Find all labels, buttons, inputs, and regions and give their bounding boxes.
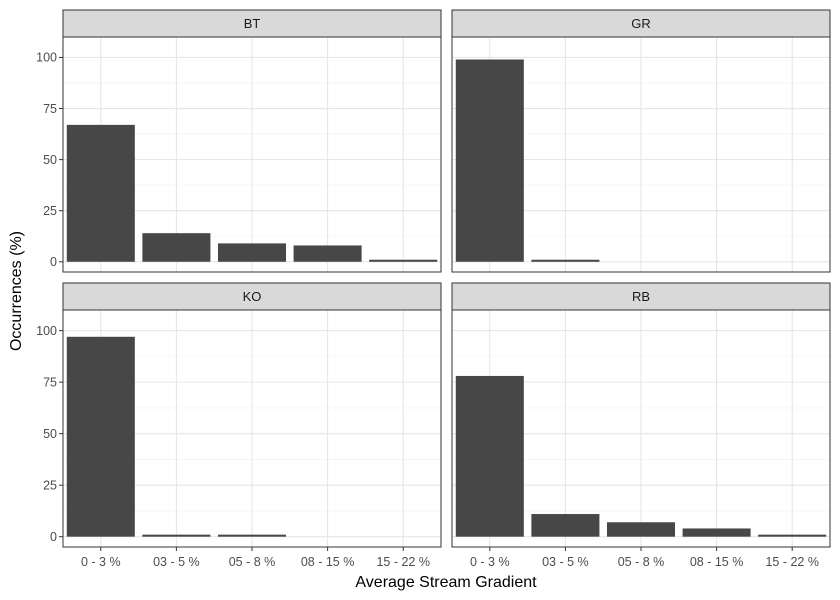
bar-rb-08-15	[682, 528, 751, 537]
strip-label-gr: GR	[631, 16, 651, 31]
panels-layer: BT GR KO RB	[62, 9, 831, 548]
bar-rb-15-22	[758, 534, 827, 537]
y-tick-label-bt-25: 25	[43, 204, 57, 218]
y-axis-title: Occurrences (%)	[8, 231, 25, 351]
x-tick-label-ko-0-3: 0 - 3 %	[81, 555, 121, 569]
strip-label-rb: RB	[632, 289, 650, 304]
bar-gr-0-3	[455, 59, 524, 262]
strip-label-ko: KO	[243, 289, 262, 304]
strip-gr	[451, 9, 831, 38]
bar-rb-05-8	[606, 522, 676, 537]
y-tick-label-ko-100: 100	[36, 324, 57, 338]
y-tick-label-ko-0: 0	[50, 530, 57, 544]
x-tick-label-rb-0-3: 0 - 3 %	[470, 555, 510, 569]
axes-layer: 0 25 50 75 100 0 25 50 75 100 0 - 3 % 03 - 5 % 05 - …	[36, 51, 819, 569]
x-tick-label-ko-15-22: 15 - 22 %	[376, 555, 430, 569]
x-tick-label-ko-08-15: 08 - 15 %	[301, 555, 355, 569]
strip-rb	[451, 282, 831, 311]
y-tick-label-bt-0: 0	[50, 255, 57, 269]
bar-rb-0-3	[455, 375, 524, 537]
panel-rb: RB	[451, 282, 831, 548]
y-tick-label-bt-75: 75	[43, 102, 57, 116]
bar-bt-08-15	[293, 245, 362, 262]
bar-bt-05-8	[217, 243, 287, 262]
y-tick-label-ko-50: 50	[43, 427, 57, 441]
panel-ko: KO	[62, 282, 442, 548]
x-tick-label-ko-05-8: 05 - 8 %	[229, 555, 276, 569]
bar-bt-03-5	[142, 233, 211, 262]
y-tick-label-ko-25: 25	[43, 478, 57, 492]
panel-border-gr	[451, 36, 831, 273]
bar-ko-05-8	[217, 534, 287, 537]
x-tick-label-rb-03-5: 03 - 5 %	[542, 555, 589, 569]
bar-ko-0-3	[66, 336, 135, 537]
bar-gr-03-5	[531, 259, 600, 262]
x-tick-label-rb-08-15: 08 - 15 %	[690, 555, 744, 569]
y-tick-label-bt-50: 50	[43, 153, 57, 167]
panel-bt: BT	[62, 9, 442, 273]
x-tick-label-ko-03-5: 03 - 5 %	[153, 555, 200, 569]
x-tick-label-rb-05-8: 05 - 8 %	[618, 555, 665, 569]
strip-bt	[62, 9, 442, 38]
y-tick-label-ko-75: 75	[43, 375, 57, 389]
panel-border-bt	[62, 36, 442, 273]
bar-bt-15-22	[369, 259, 438, 262]
bar-bt-0-3	[66, 124, 135, 262]
panel-gr: GR	[451, 9, 831, 273]
x-tick-label-rb-15-22: 15 - 22 %	[765, 555, 819, 569]
bar-rb-03-5	[531, 514, 600, 537]
strip-label-bt: BT	[244, 16, 261, 31]
bar-ko-03-5	[142, 534, 211, 537]
x-axis-title: Average Stream Gradient	[355, 574, 537, 591]
strip-ko	[62, 282, 442, 311]
y-tick-label-bt-100: 100	[36, 51, 57, 65]
